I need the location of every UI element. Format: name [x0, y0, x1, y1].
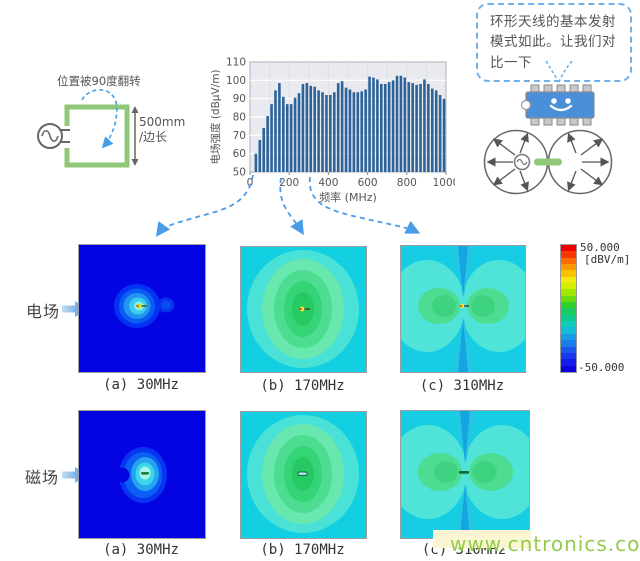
- field-plot-e-310mhz: [400, 245, 526, 373]
- dimension-arrowhead-bottom: [131, 159, 139, 166]
- antenna-element: [534, 158, 562, 166]
- caption-e-310mhz: (c) 310MHz: [419, 378, 505, 394]
- sine-wave-icon: [516, 158, 528, 166]
- field-plot-h-30mhz: [78, 410, 206, 539]
- colorbar-segment: [561, 308, 576, 315]
- colorbar-segment: [561, 270, 576, 277]
- chip-eye-right: [565, 98, 571, 104]
- field-arrows: [486, 132, 610, 192]
- dimension-arrowhead-top: [131, 106, 139, 113]
- watermark-highlight-box: [433, 530, 531, 548]
- chip-mascot-icon: [520, 84, 595, 126]
- colorbar-segment: [561, 289, 576, 296]
- caption-h-30mhz: (a) 30MHz: [103, 542, 179, 558]
- colorbar-min-label: -50.000: [578, 361, 625, 374]
- field-plot-e-30mhz: [78, 244, 206, 373]
- colorbar-segment: [561, 245, 576, 252]
- radiation-pattern-diagram: [483, 129, 613, 195]
- colorbar-segment: [561, 340, 576, 347]
- svg-text:80: 80: [233, 112, 246, 124]
- colorbar-segment: [561, 314, 576, 322]
- svg-text:90: 90: [233, 93, 246, 105]
- svg-text:400: 400: [318, 177, 338, 189]
- colorbar-segment: [561, 346, 576, 353]
- svg-text:110: 110: [226, 57, 246, 69]
- svg-text:1000: 1000: [433, 177, 455, 189]
- svg-text:100: 100: [226, 75, 246, 87]
- svg-text:60: 60: [233, 148, 246, 160]
- colorbar-segment: [561, 295, 576, 303]
- svg-text:50: 50: [233, 167, 246, 179]
- field-plot-h-310mhz: [400, 410, 530, 539]
- chip-pins: [530, 84, 592, 126]
- speech-bubble-text: 环形天线的基本发射模式如此。让我们对比一下: [490, 14, 616, 71]
- svg-text:200: 200: [279, 177, 299, 189]
- colorbar-segment: [561, 276, 576, 284]
- chip-notch: [520, 99, 532, 111]
- row-label-e-field: 电场: [26, 302, 61, 321]
- speech-bubble-tail: [545, 60, 573, 83]
- colorbar-segment: [561, 327, 576, 334]
- row-label-h-field: 磁场: [25, 468, 60, 487]
- colorbar-segment: [561, 257, 576, 265]
- colorbar-gradient: [560, 244, 577, 373]
- svg-text:600: 600: [358, 177, 378, 189]
- colorbar-segment: [561, 365, 576, 372]
- colorbar-segment: [561, 352, 576, 360]
- flip-label: 位置被90度翻转: [57, 74, 141, 88]
- colorbar-segment: [561, 251, 576, 258]
- sine-wave-icon: [41, 129, 59, 143]
- caption-e-30mhz: (a) 30MHz: [103, 377, 179, 393]
- colorbar-segment: [561, 283, 576, 290]
- watermark-text: www.cntronics.com: [450, 532, 640, 556]
- bar-chart: 电场强度 (dBμV/m) 频率 (MHz) 50 60 70 80 90 100 110 0…: [209, 57, 455, 205]
- chip-smile: [549, 104, 573, 112]
- loop-square: [64, 104, 130, 168]
- svg-text:70: 70: [233, 130, 246, 142]
- caption-h-170mhz: (b) 170MHz: [260, 542, 345, 558]
- feed-gap: [62, 126, 70, 148]
- colorbar-unit-label: [dBV/m]: [584, 253, 631, 266]
- y-axis-title: 电场强度 (dBμV/m): [209, 69, 222, 164]
- caption-e-170mhz: (b) 170MHz: [260, 378, 345, 394]
- colorbar-segment: [561, 321, 576, 328]
- svg-text:0: 0: [247, 177, 254, 189]
- field-plot-h-170mhz: [240, 411, 367, 539]
- flip-rotation-arrow: [81, 88, 118, 149]
- colorbar-segment: [561, 302, 576, 309]
- svg-text:800: 800: [397, 177, 417, 189]
- chip-body: [525, 91, 595, 119]
- chip-eye-left: [551, 98, 557, 104]
- colorbar-segment: [561, 359, 576, 366]
- loop-antenna-diagram: [37, 88, 139, 168]
- colorbar-segment: [561, 264, 576, 271]
- field-plot-e-170mhz: [240, 246, 367, 373]
- colorbar-max-label: 50.000: [580, 241, 620, 254]
- colorbar-segment: [561, 333, 576, 341]
- x-axis-title: 频率 (MHz): [319, 190, 377, 204]
- dimension-label: 500mm /边长: [139, 115, 186, 144]
